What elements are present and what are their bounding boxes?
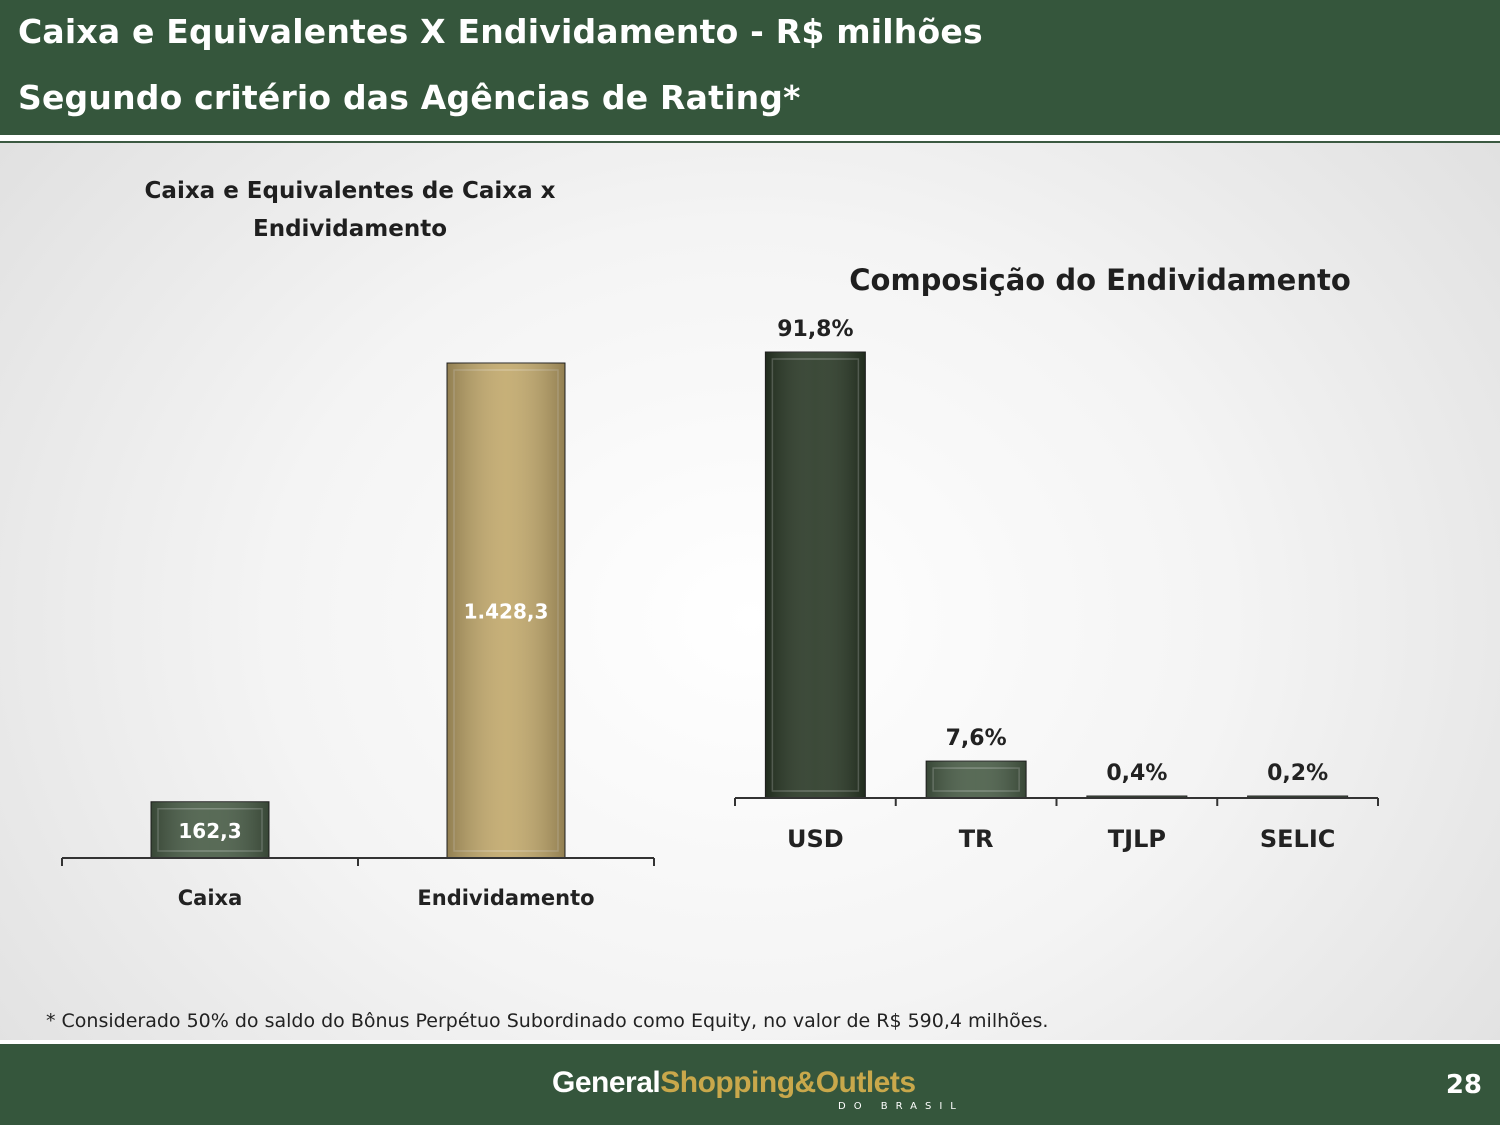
chart1-title-line2: Endividamento xyxy=(253,216,447,242)
c1-bar-shade-caixa xyxy=(151,801,269,858)
header-divider xyxy=(0,141,1500,143)
company-logo: GeneralShopping&Outlets xyxy=(552,1066,916,1100)
logo-shopping: Shopping&Outlets xyxy=(660,1066,916,1099)
c2-data-label-tr: 7,6% xyxy=(946,726,1007,751)
page-number: 28 xyxy=(1445,1070,1482,1100)
c2-category-label-tjlp: TJLP xyxy=(1108,825,1166,853)
c2-data-label-tjlp: 0,4% xyxy=(1106,761,1167,786)
c2-bar-shade-tr xyxy=(926,761,1027,798)
c1-category-label-caixa: Caixa xyxy=(178,886,243,910)
page-subtitle: Segundo critério das Agências de Rating* xyxy=(18,78,801,117)
c2-category-label-tr: TR xyxy=(959,825,994,853)
c1-bar-caixa xyxy=(150,801,270,859)
c1-data-label-endividamento: 1.428,3 xyxy=(464,600,549,624)
header-bar: Caixa e Equivalentes X Endividamento - R… xyxy=(0,0,1500,141)
c2-category-label-selic: SELIC xyxy=(1260,825,1336,853)
cash-vs-debt-chart: Caixa e Equivalentes de Caixa x Endivida… xyxy=(61,178,655,910)
c1-bar-endividamento xyxy=(446,362,566,859)
debt-composition-chart: Composição do Endividamento 91,8% USD 7,6%… xyxy=(734,263,1379,853)
c1-bar-shade-endividamento xyxy=(447,363,565,858)
c1-category-label-endividamento: Endividamento xyxy=(417,886,594,910)
logo-subtitle: DO BRASIL xyxy=(838,1101,964,1112)
c1-data-label-caixa: 162,3 xyxy=(178,819,241,843)
c2-category-label-usd: USD xyxy=(787,825,844,853)
c2-data-label-usd: 91,8% xyxy=(777,317,853,342)
c2-data-label-selic: 0,2% xyxy=(1267,761,1328,786)
c2-bar-usd xyxy=(764,351,866,799)
footnote: * Considerado 50% do saldo do Bônus Perp… xyxy=(46,1010,1049,1032)
c2-bar-shade-usd xyxy=(765,352,866,798)
chart2-title: Composição do Endividamento xyxy=(849,263,1351,297)
footer-bar: GeneralShopping&Outlets DO BRASIL 28 xyxy=(0,1040,1500,1125)
c2-bar-tr xyxy=(925,760,1027,799)
chart1-title-line1: Caixa e Equivalentes de Caixa x xyxy=(145,178,556,204)
logo-general: General xyxy=(552,1066,661,1099)
page-title: Caixa e Equivalentes X Endividamento - R… xyxy=(18,12,983,51)
